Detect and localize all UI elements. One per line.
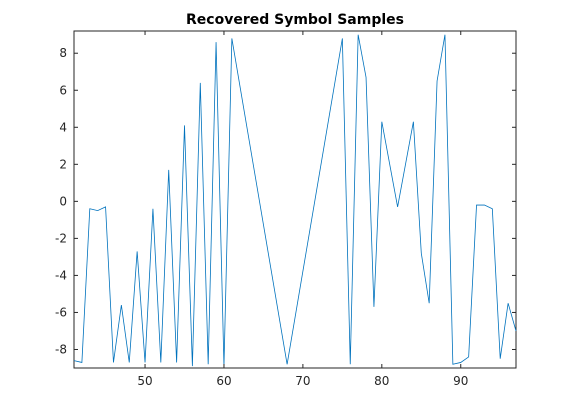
y-tick-label: 0 (59, 194, 67, 208)
y-tick-label: -4 (55, 268, 67, 282)
x-tick-label: 60 (216, 374, 231, 388)
y-axis-ticks: -8 -6 -4 -2 0 2 4 6 8 (55, 46, 516, 356)
series-line (73, 34, 517, 367)
y-tick-label: 2 (59, 157, 67, 171)
chart-title: Recovered Symbol Samples (186, 12, 404, 28)
y-tick-label: -6 (55, 305, 67, 319)
x-tick-label: 90 (453, 374, 468, 388)
plot-area: 50 60 70 80 90 -8 -6 -4 -2 0 2 4 6 8 (55, 30, 517, 388)
x-tick-label: 80 (374, 374, 389, 388)
x-tick-label: 70 (295, 374, 310, 388)
y-tick-label: 8 (59, 46, 67, 60)
y-tick-label: 6 (59, 83, 67, 97)
y-tick-label: -2 (55, 231, 67, 245)
x-axis-ticks: 50 60 70 80 90 (137, 31, 468, 388)
y-tick-label: -8 (55, 342, 67, 356)
x-tick-label: 50 (137, 374, 152, 388)
y-tick-label: 4 (59, 120, 67, 134)
